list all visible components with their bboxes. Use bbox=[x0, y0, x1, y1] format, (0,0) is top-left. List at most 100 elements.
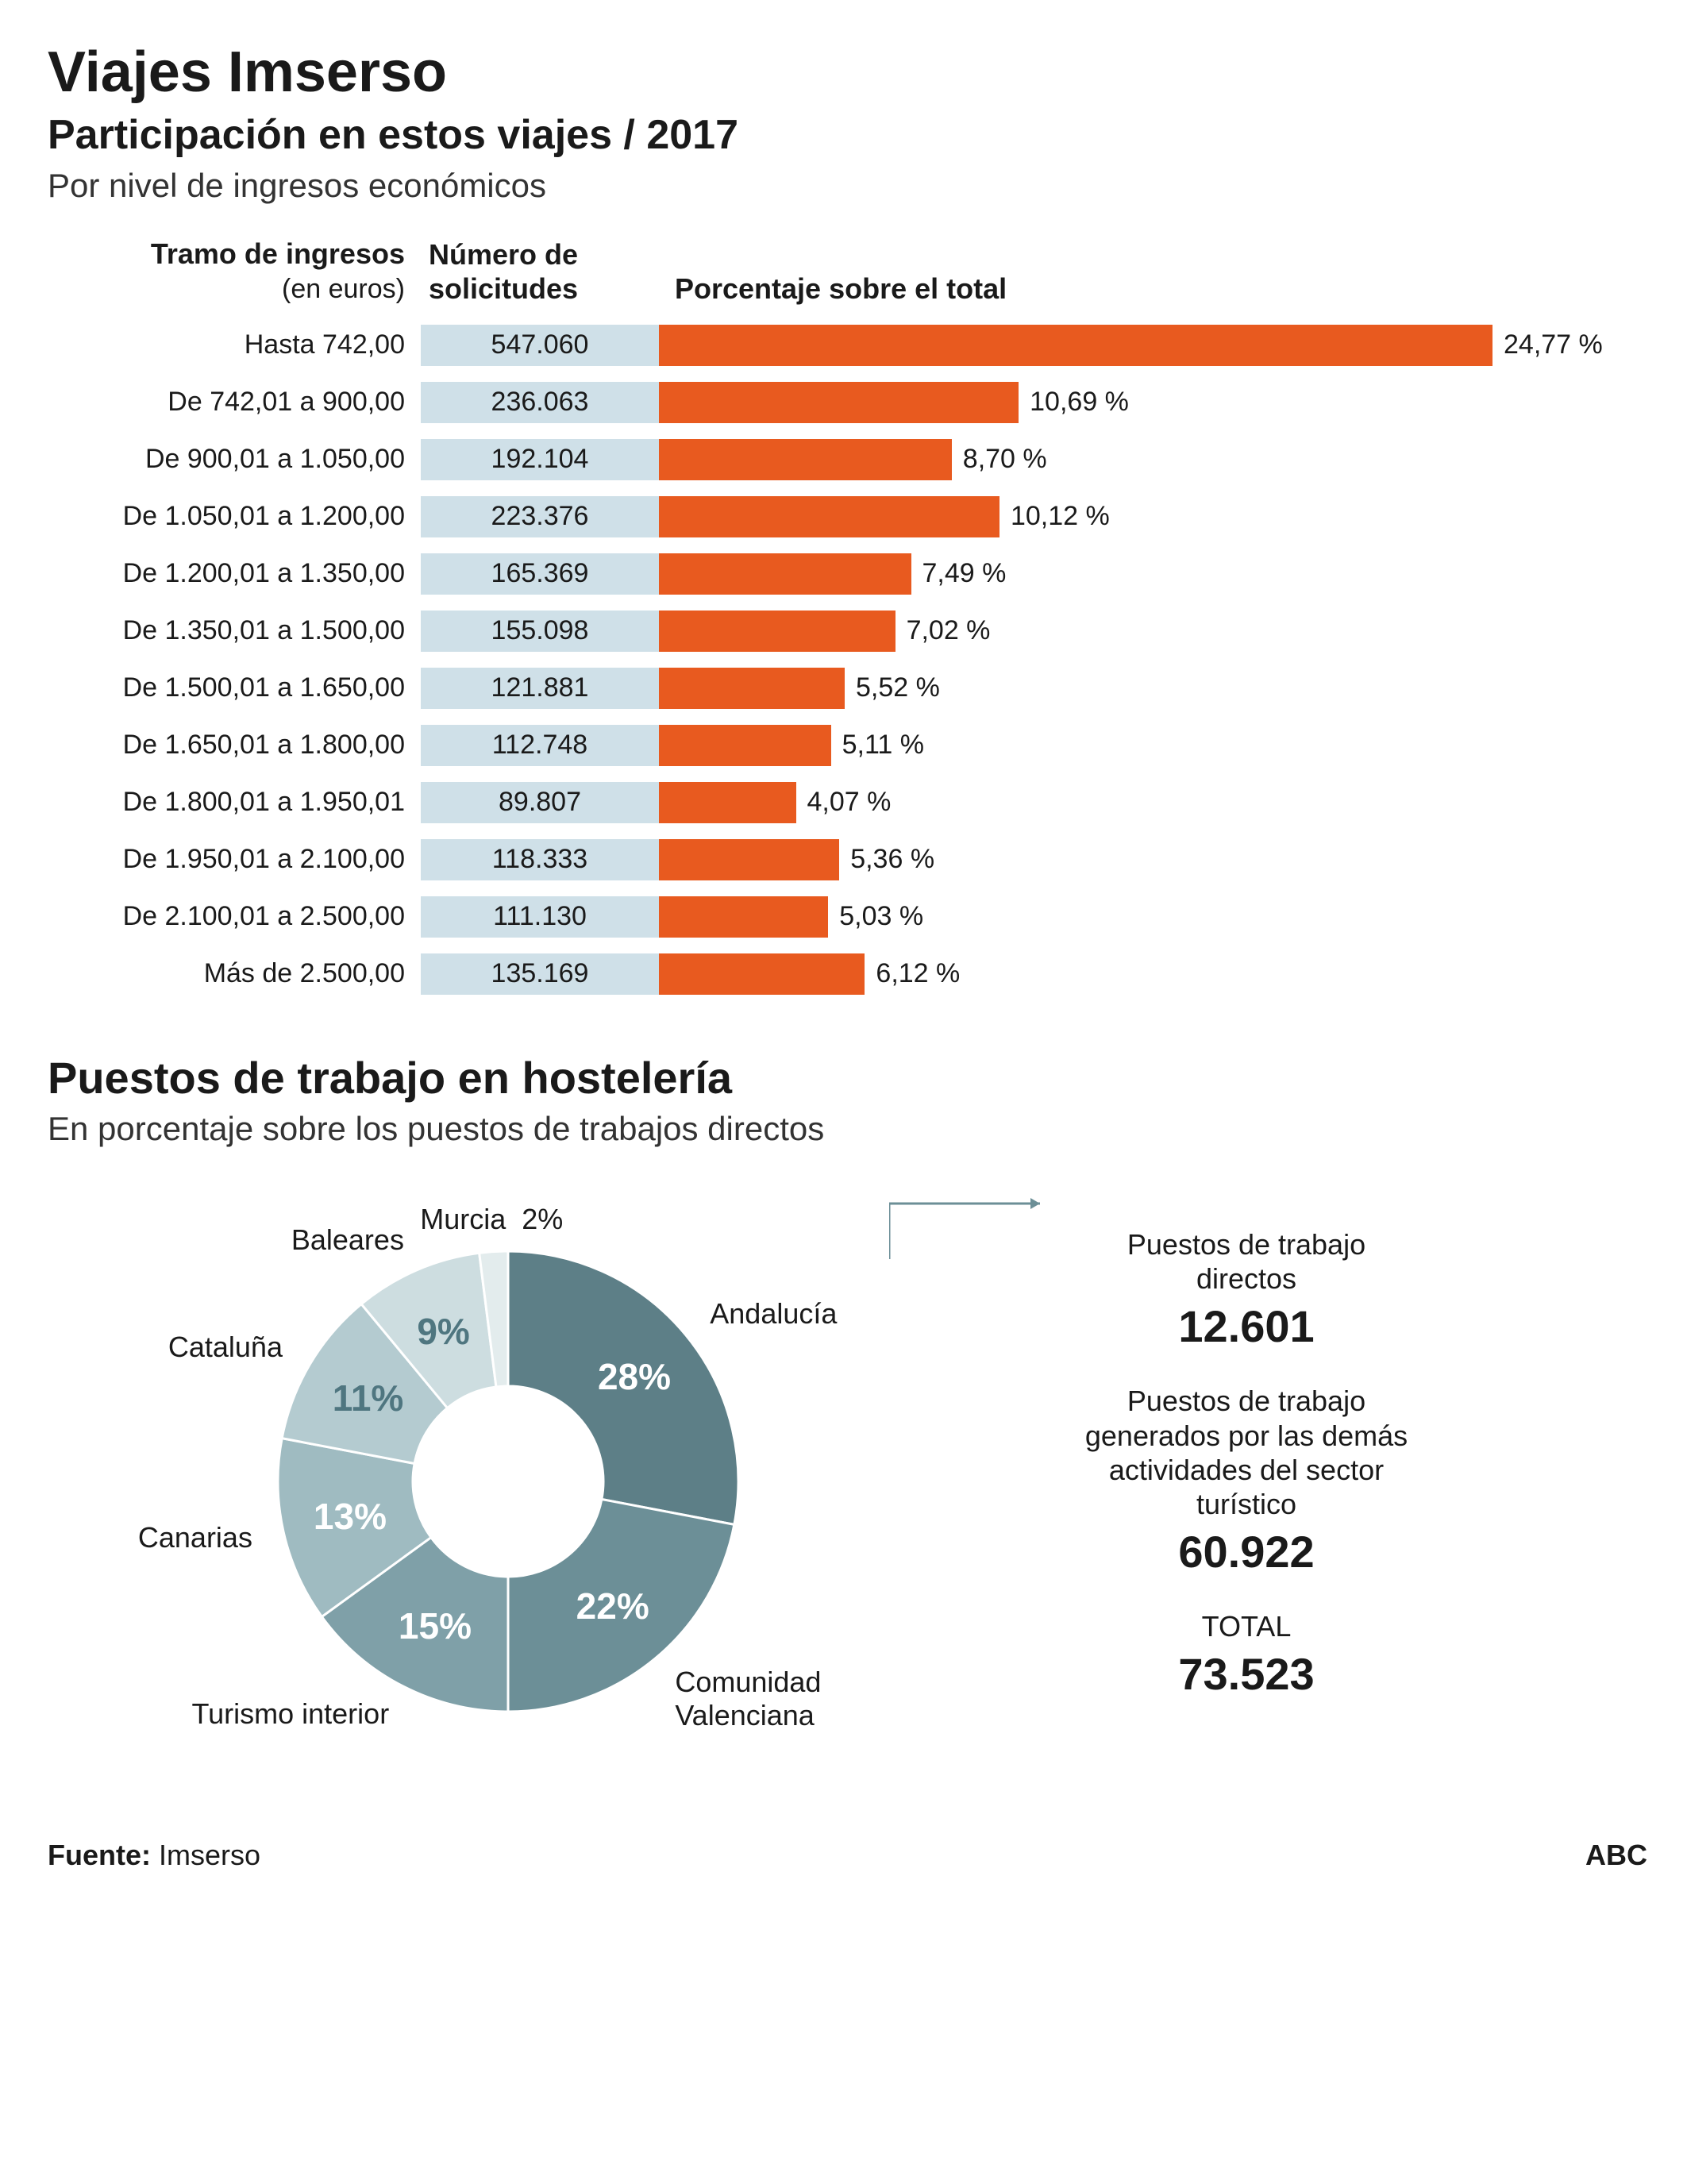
bar-row-track: 10,69 % bbox=[659, 382, 1647, 423]
footer-brand: ABC bbox=[1585, 1839, 1647, 1872]
bar-row-count: 111.130 bbox=[421, 896, 659, 938]
stat-value-2: 73.523 bbox=[1080, 1648, 1413, 1700]
bar-row-pct: 8,70 % bbox=[952, 444, 1047, 475]
bar-row: Más de 2.500,00135.169 6,12 % bbox=[48, 952, 1647, 996]
bar-row-fill bbox=[659, 725, 831, 766]
donut-subtitle: En porcentaje sobre los puestos de traba… bbox=[48, 1110, 1647, 1148]
footer-source: Fuente: Imserso bbox=[48, 1839, 260, 1872]
bar-row-pct: 10,69 % bbox=[1019, 387, 1129, 418]
page-title: Viajes Imserso bbox=[48, 40, 1647, 105]
bar-row-label: Más de 2.500,00 bbox=[48, 958, 421, 989]
bar-row-label: De 1.650,01 a 1.800,00 bbox=[48, 730, 421, 761]
bar-row-pct: 5,36 % bbox=[839, 844, 934, 875]
bar-row-fill bbox=[659, 953, 865, 995]
bar-row-count: 121.881 bbox=[421, 668, 659, 709]
donut-slice-pct: 9% bbox=[408, 1310, 480, 1353]
bar-row: De 1.050,01 a 1.200,00223.376 10,12 % bbox=[48, 495, 1647, 539]
bar-row-count: 236.063 bbox=[421, 382, 659, 423]
donut-slice-pct: 11% bbox=[333, 1377, 404, 1419]
bar-row-count: 135.169 bbox=[421, 953, 659, 995]
bar-row-fill bbox=[659, 439, 952, 480]
bar-row-track: 5,03 % bbox=[659, 896, 1647, 938]
header-tramo-line1: Tramo de ingresos bbox=[151, 237, 405, 270]
bar-row: De 1.800,01 a 1.950,0189.807 4,07 % bbox=[48, 780, 1647, 825]
stat-caption-0: Puestos de trabajo directos bbox=[1080, 1227, 1413, 1296]
bar-row-count: 89.807 bbox=[421, 782, 659, 823]
bar-row-pct: 4,07 % bbox=[796, 787, 892, 818]
page-subtitle: Participación en estos viajes / 2017 bbox=[48, 111, 1647, 159]
bar-row-label: De 1.950,01 a 2.100,00 bbox=[48, 844, 421, 875]
bar-row-label: De 1.050,01 a 1.200,00 bbox=[48, 501, 421, 532]
bar-row-count: 155.098 bbox=[421, 611, 659, 652]
bar-row-count: 192.104 bbox=[421, 439, 659, 480]
donut-title: Puestos de trabajo en hostelería bbox=[48, 1052, 1647, 1104]
bar-row-count: 223.376 bbox=[421, 496, 659, 537]
bar-row-pct: 5,03 % bbox=[828, 901, 923, 932]
donut-chart: 28% Andalucía 22% ComunidadValenciana 15% Tur… bbox=[48, 1180, 921, 1815]
stat-value-1: 60.922 bbox=[1080, 1526, 1413, 1577]
header-numero-line1: Número de bbox=[429, 238, 578, 271]
stat-value-0: 12.601 bbox=[1080, 1300, 1413, 1352]
bar-row: De 742,01 a 900,00236.063 10,69 % bbox=[48, 380, 1647, 425]
bar-row-pct: 7,49 % bbox=[911, 558, 1007, 589]
bar-row-pct: 24,77 % bbox=[1492, 329, 1603, 360]
bar-row-track: 5,52 % bbox=[659, 668, 1647, 709]
bar-row-label: De 1.350,01 a 1.500,00 bbox=[48, 615, 421, 646]
bar-row-fill bbox=[659, 496, 999, 537]
bar-row-label: De 900,01 a 1.050,00 bbox=[48, 444, 421, 475]
donut-slice-label: Turismo interior bbox=[191, 1697, 389, 1730]
bar-chart-headers: Tramo de ingresos (en euros) Número de s… bbox=[48, 237, 1647, 306]
bar-row-label: Hasta 742,00 bbox=[48, 329, 421, 360]
donut-slice-label: Baleares bbox=[291, 1223, 404, 1256]
bar-row-fill bbox=[659, 668, 845, 709]
donut-slice-pct: 13% bbox=[314, 1495, 385, 1538]
bar-row-pct: 5,52 % bbox=[845, 672, 940, 703]
footer-source-value: Imserso bbox=[159, 1839, 260, 1871]
stat-caption-1: Puestos de trabajo generados por las dem… bbox=[1080, 1384, 1413, 1521]
bar-row-count: 112.748 bbox=[421, 725, 659, 766]
bar-row-count: 547.060 bbox=[421, 325, 659, 366]
donut-slice-label: Cataluña bbox=[168, 1331, 283, 1363]
bar-row-pct: 6,12 % bbox=[865, 958, 960, 989]
bar-row: De 2.100,01 a 2.500,00111.1305,03 % bbox=[48, 895, 1647, 939]
donut-slice-pct: 28% bbox=[598, 1355, 669, 1398]
bar-row-fill bbox=[659, 611, 895, 652]
bar-row: De 1.650,01 a 1.800,00112.748 5,11 % bbox=[48, 723, 1647, 768]
callout-arrow bbox=[889, 1196, 1064, 1291]
header-numero-line2: solicitudes bbox=[429, 272, 578, 305]
header-tramo-line2: (en euros) bbox=[282, 274, 405, 304]
donut-slice-label: ComunidadValenciana bbox=[675, 1666, 821, 1731]
donut-slice-pct: 15% bbox=[399, 1604, 470, 1647]
footer: Fuente: Imserso ABC bbox=[48, 1839, 1647, 1872]
bar-row-track: 5,11 % bbox=[659, 725, 1647, 766]
bar-row-fill bbox=[659, 325, 1492, 366]
bar-row-label: De 742,01 a 900,00 bbox=[48, 387, 421, 418]
bar-row: De 1.950,01 a 2.100,00118.333 5,36 % bbox=[48, 838, 1647, 882]
donut-slice-pct: 22% bbox=[576, 1585, 648, 1627]
bar-row-label: De 1.200,01 a 1.350,00 bbox=[48, 558, 421, 589]
bar-row-fill bbox=[659, 553, 911, 595]
bar-row-track: 6,12 % bbox=[659, 953, 1647, 995]
bar-row-count: 118.333 bbox=[421, 839, 659, 880]
bar-row-track: 4,07 % bbox=[659, 782, 1647, 823]
header-tramo: Tramo de ingresos (en euros) bbox=[48, 237, 421, 306]
bar-row: De 1.350,01 a 1.500,00155.098 7,02 % bbox=[48, 609, 1647, 653]
bar-row-count: 165.369 bbox=[421, 553, 659, 595]
bar-row-pct: 7,02 % bbox=[895, 615, 991, 646]
bar-row-pct: 5,11 % bbox=[831, 730, 924, 761]
page-subtitle2: Por nivel de ingresos económicos bbox=[48, 167, 1647, 205]
bar-row-fill bbox=[659, 839, 839, 880]
bar-row-fill bbox=[659, 782, 796, 823]
header-numero: Número de solicitudes bbox=[421, 237, 659, 306]
bar-row-pct: 10,12 % bbox=[999, 501, 1110, 532]
donut-svg bbox=[270, 1243, 746, 1720]
bar-row-track: 10,12 % bbox=[659, 496, 1647, 537]
bar-row-track: 7,49 % bbox=[659, 553, 1647, 595]
donut-area: 28% Andalucía 22% ComunidadValenciana 15% Tur… bbox=[48, 1180, 1647, 1815]
donut-slice-label: Canarias bbox=[138, 1521, 252, 1554]
donut-slice-label: Andalucía bbox=[710, 1297, 837, 1330]
bar-row-label: De 1.500,01 a 1.650,00 bbox=[48, 672, 421, 703]
bar-row-label: De 1.800,01 a 1.950,01 bbox=[48, 787, 421, 818]
footer-source-label: Fuente: bbox=[48, 1839, 151, 1871]
stat-caption-2: TOTAL bbox=[1080, 1609, 1413, 1643]
